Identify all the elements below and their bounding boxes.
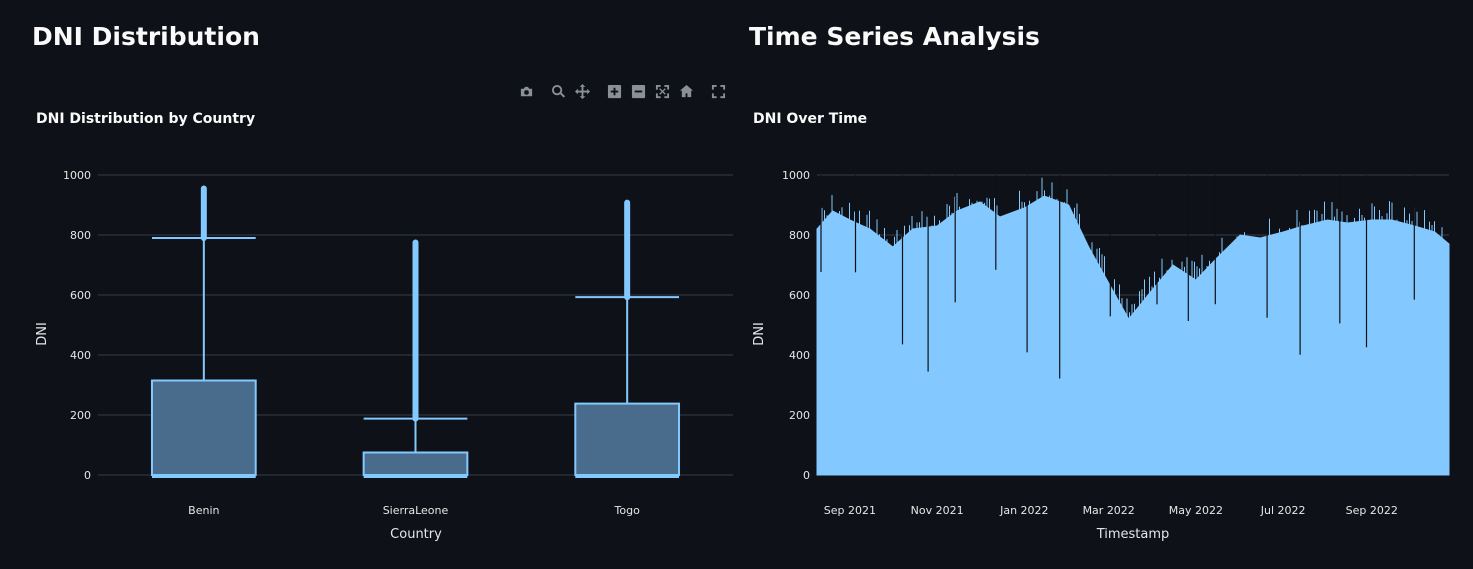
dni-series-dips [820,175,1415,379]
box-plot-x-ticks: Benin SierraLeone Togo [188,504,640,517]
y-tick-label: 800 [789,229,810,242]
time-series-x-ticks: Sep 2021 Nov 2021 Jan 2022 Mar 2022 May 2022… [824,504,1398,517]
x-tick-label: Nov 2021 [911,504,964,517]
y-tick-label: 400 [70,349,91,362]
y-tick-label: 200 [70,409,91,422]
time-series-chart: DNI Over Time 0 200 400 600 800 1000 Sep 2021… [752,111,1450,542]
pan-icon[interactable] [572,82,592,100]
x-tick-benin: Benin [188,504,219,517]
reset-axes-icon[interactable] [676,82,696,100]
iqr-box-benin [150,379,257,476]
y-tick-label: 1000 [782,169,810,182]
section-title-time-series: Time Series Analysis [749,22,1040,51]
y-tick-label: 400 [789,349,810,362]
fullscreen-icon[interactable] [708,82,728,100]
iqr-box-togo [574,402,681,477]
time-series-x-axis-title: Timestamp [1096,527,1170,542]
y-tick-label: 600 [789,289,810,302]
x-tick-togo: Togo [614,504,641,517]
box-plot-y-ticks: 0 200 400 600 800 1000 [63,169,91,482]
x-tick-label: Sep 2022 [1346,504,1398,517]
autoscale-icon[interactable] [652,82,672,100]
time-series-title: DNI Over Time [753,111,867,127]
dni-series-spikes [816,177,1448,475]
y-tick-label: 0 [84,469,91,482]
x-tick-label: Sep 2021 [824,504,876,517]
box-plot-chart: DNI Distribution by Country 0 200 400 600 80… [35,111,733,542]
zoom-in-icon[interactable] [604,82,624,100]
x-tick-label: May 2022 [1169,504,1223,517]
x-tick-label: Jan 2022 [999,504,1048,517]
box-plot-marks [150,185,681,478]
y-tick-label: 0 [803,469,810,482]
zoom-icon[interactable] [548,82,568,100]
box-plot-x-axis-title: Country [390,527,442,542]
box-plot-title: DNI Distribution by Country [36,111,255,127]
zoom-out-icon[interactable] [628,82,648,100]
camera-icon[interactable] [516,82,536,100]
x-tick-label: Jul 2022 [1260,504,1306,517]
x-tick-sierraleone: SierraLeone [383,504,449,517]
iqr-box-sierraleone [362,451,469,476]
y-tick-label: 800 [70,229,91,242]
time-series-marks [816,175,1450,476]
chart-modebar [516,82,728,100]
y-tick-label: 600 [70,289,91,302]
time-series-y-axis-title: DNI [752,322,767,346]
x-tick-label: Mar 2022 [1083,504,1135,517]
box-togo [574,199,681,478]
box-benin [150,185,257,478]
box-plot-y-axis-title: DNI [35,322,50,346]
y-tick-label: 1000 [63,169,91,182]
section-title-dni-distribution: DNI Distribution [32,22,260,51]
y-tick-label: 200 [789,409,810,422]
time-series-y-ticks: 0 200 400 600 800 1000 [782,169,810,482]
box-sierraleone [362,239,469,478]
